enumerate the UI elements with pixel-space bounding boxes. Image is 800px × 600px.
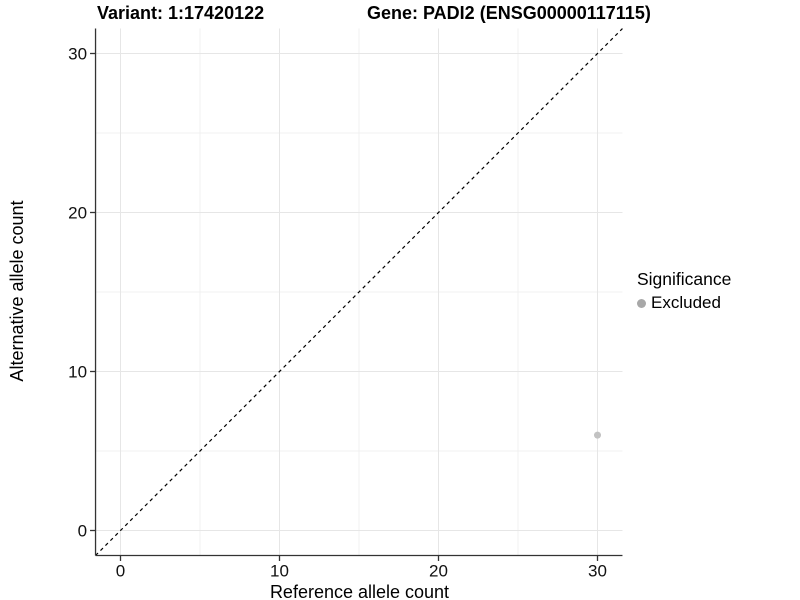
y-tick-label: 30 bbox=[68, 45, 87, 64]
x-tick-label: 0 bbox=[116, 561, 125, 580]
gene-title: Gene: PADI2 (ENSG00000117115) bbox=[367, 3, 651, 23]
x-tick-label: 10 bbox=[270, 561, 289, 580]
y-tick-label: 0 bbox=[78, 522, 87, 541]
legend: Significance Excluded bbox=[637, 269, 731, 313]
y-tick-label: 20 bbox=[68, 204, 87, 223]
variant-title: Variant: 1:17420122 bbox=[97, 3, 265, 23]
identity-dashed-line bbox=[95, 28, 623, 556]
legend-entry-label: Excluded bbox=[651, 293, 721, 312]
x-tick-label: 30 bbox=[588, 561, 607, 580]
y-axis-title: Alternative allele count bbox=[7, 200, 27, 382]
y-tick-label: 10 bbox=[68, 363, 87, 382]
legend-title: Significance bbox=[637, 269, 732, 289]
legend-key-dot bbox=[637, 298, 646, 308]
x-axis-title: Reference allele count bbox=[269, 582, 450, 600]
data-point bbox=[594, 431, 601, 439]
legend-entry-excluded: Excluded bbox=[637, 293, 731, 313]
x-tick-label: 20 bbox=[429, 561, 448, 580]
